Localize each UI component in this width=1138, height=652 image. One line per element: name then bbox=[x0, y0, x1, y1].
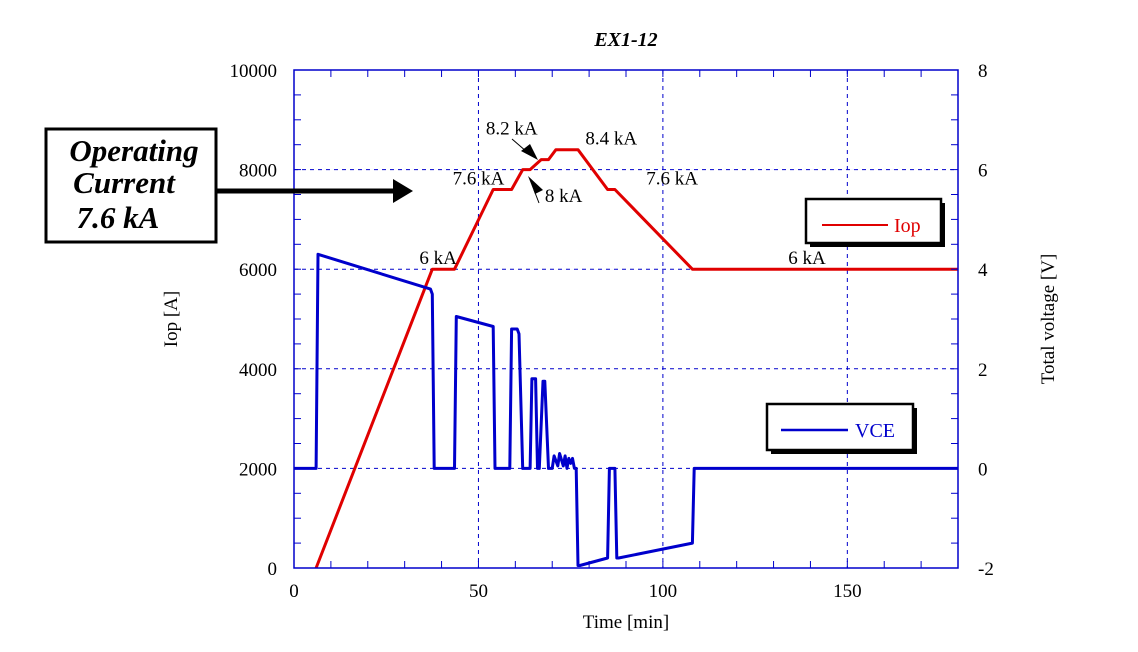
pointer-arrows bbox=[511, 138, 543, 204]
annotation-label: 6 kA bbox=[788, 248, 826, 269]
ticks: 0 50 100 150 0 2000 4000 6000 8000 10000 -2 0 2 4 6 8 bbox=[230, 61, 994, 602]
y-tick-label: 4000 bbox=[239, 360, 277, 381]
annotation-label: 8.2 kA bbox=[486, 119, 538, 140]
callout-line-1: Operating bbox=[69, 133, 198, 168]
y2-tick-label: -2 bbox=[978, 559, 994, 580]
annotation-label: 8.4 kA bbox=[585, 129, 637, 150]
y2-axis-title: Total voltage [V] bbox=[1038, 254, 1059, 385]
arrow-8ka-head bbox=[528, 176, 543, 194]
callout-line-3: 7.6 kA bbox=[77, 200, 160, 235]
annotations: 6 kA 7.6 kA 8.2 kA 8 kA 8.4 kA 7.6 kA 6 kA bbox=[419, 119, 826, 269]
y2-tick-label: 4 bbox=[978, 260, 988, 281]
y-tick-label: 0 bbox=[268, 559, 278, 580]
legend-vce: VCE bbox=[765, 402, 917, 454]
annotation-label: 7.6 kA bbox=[646, 169, 698, 190]
series bbox=[294, 148, 958, 569]
callout-arrow-head bbox=[393, 179, 413, 203]
y-tick-label: 10000 bbox=[230, 61, 278, 82]
x-tick-label: 0 bbox=[289, 581, 299, 602]
legend-iop-label: Iop bbox=[894, 215, 921, 237]
y2-tick-label: 8 bbox=[978, 61, 988, 82]
series-line-vce bbox=[294, 252, 958, 567]
x-tick-label: 100 bbox=[649, 581, 678, 602]
callout-line-2: Current bbox=[73, 165, 176, 200]
y-axis-title: Iop [A] bbox=[161, 291, 182, 347]
annotation-label: 6 kA bbox=[419, 248, 457, 269]
y-tick-label: 6000 bbox=[239, 260, 277, 281]
y-tick-label: 8000 bbox=[239, 161, 277, 182]
arrow-8-2ka-head bbox=[521, 144, 538, 160]
x-tick-label: 150 bbox=[833, 581, 862, 602]
y2-tick-label: 2 bbox=[978, 360, 988, 381]
annotation-label: 8 kA bbox=[545, 186, 583, 207]
series-line-iop bbox=[314, 148, 958, 569]
annotation-label: 7.6 kA bbox=[453, 169, 505, 190]
operating-current-callout: Operating Current 7.6 kA bbox=[44, 127, 413, 244]
x-tick-label: 50 bbox=[469, 581, 488, 602]
legend-vce-label: VCE bbox=[855, 420, 895, 442]
legend-iop: Iop bbox=[804, 197, 945, 247]
chart-title: EX1-12 bbox=[593, 29, 657, 51]
y2-tick-label: 0 bbox=[978, 459, 988, 480]
callout-box bbox=[44, 127, 218, 244]
y2-tick-label: 6 bbox=[978, 161, 988, 182]
y-tick-label: 2000 bbox=[239, 459, 277, 480]
x-axis-title: Time [min] bbox=[583, 612, 669, 633]
